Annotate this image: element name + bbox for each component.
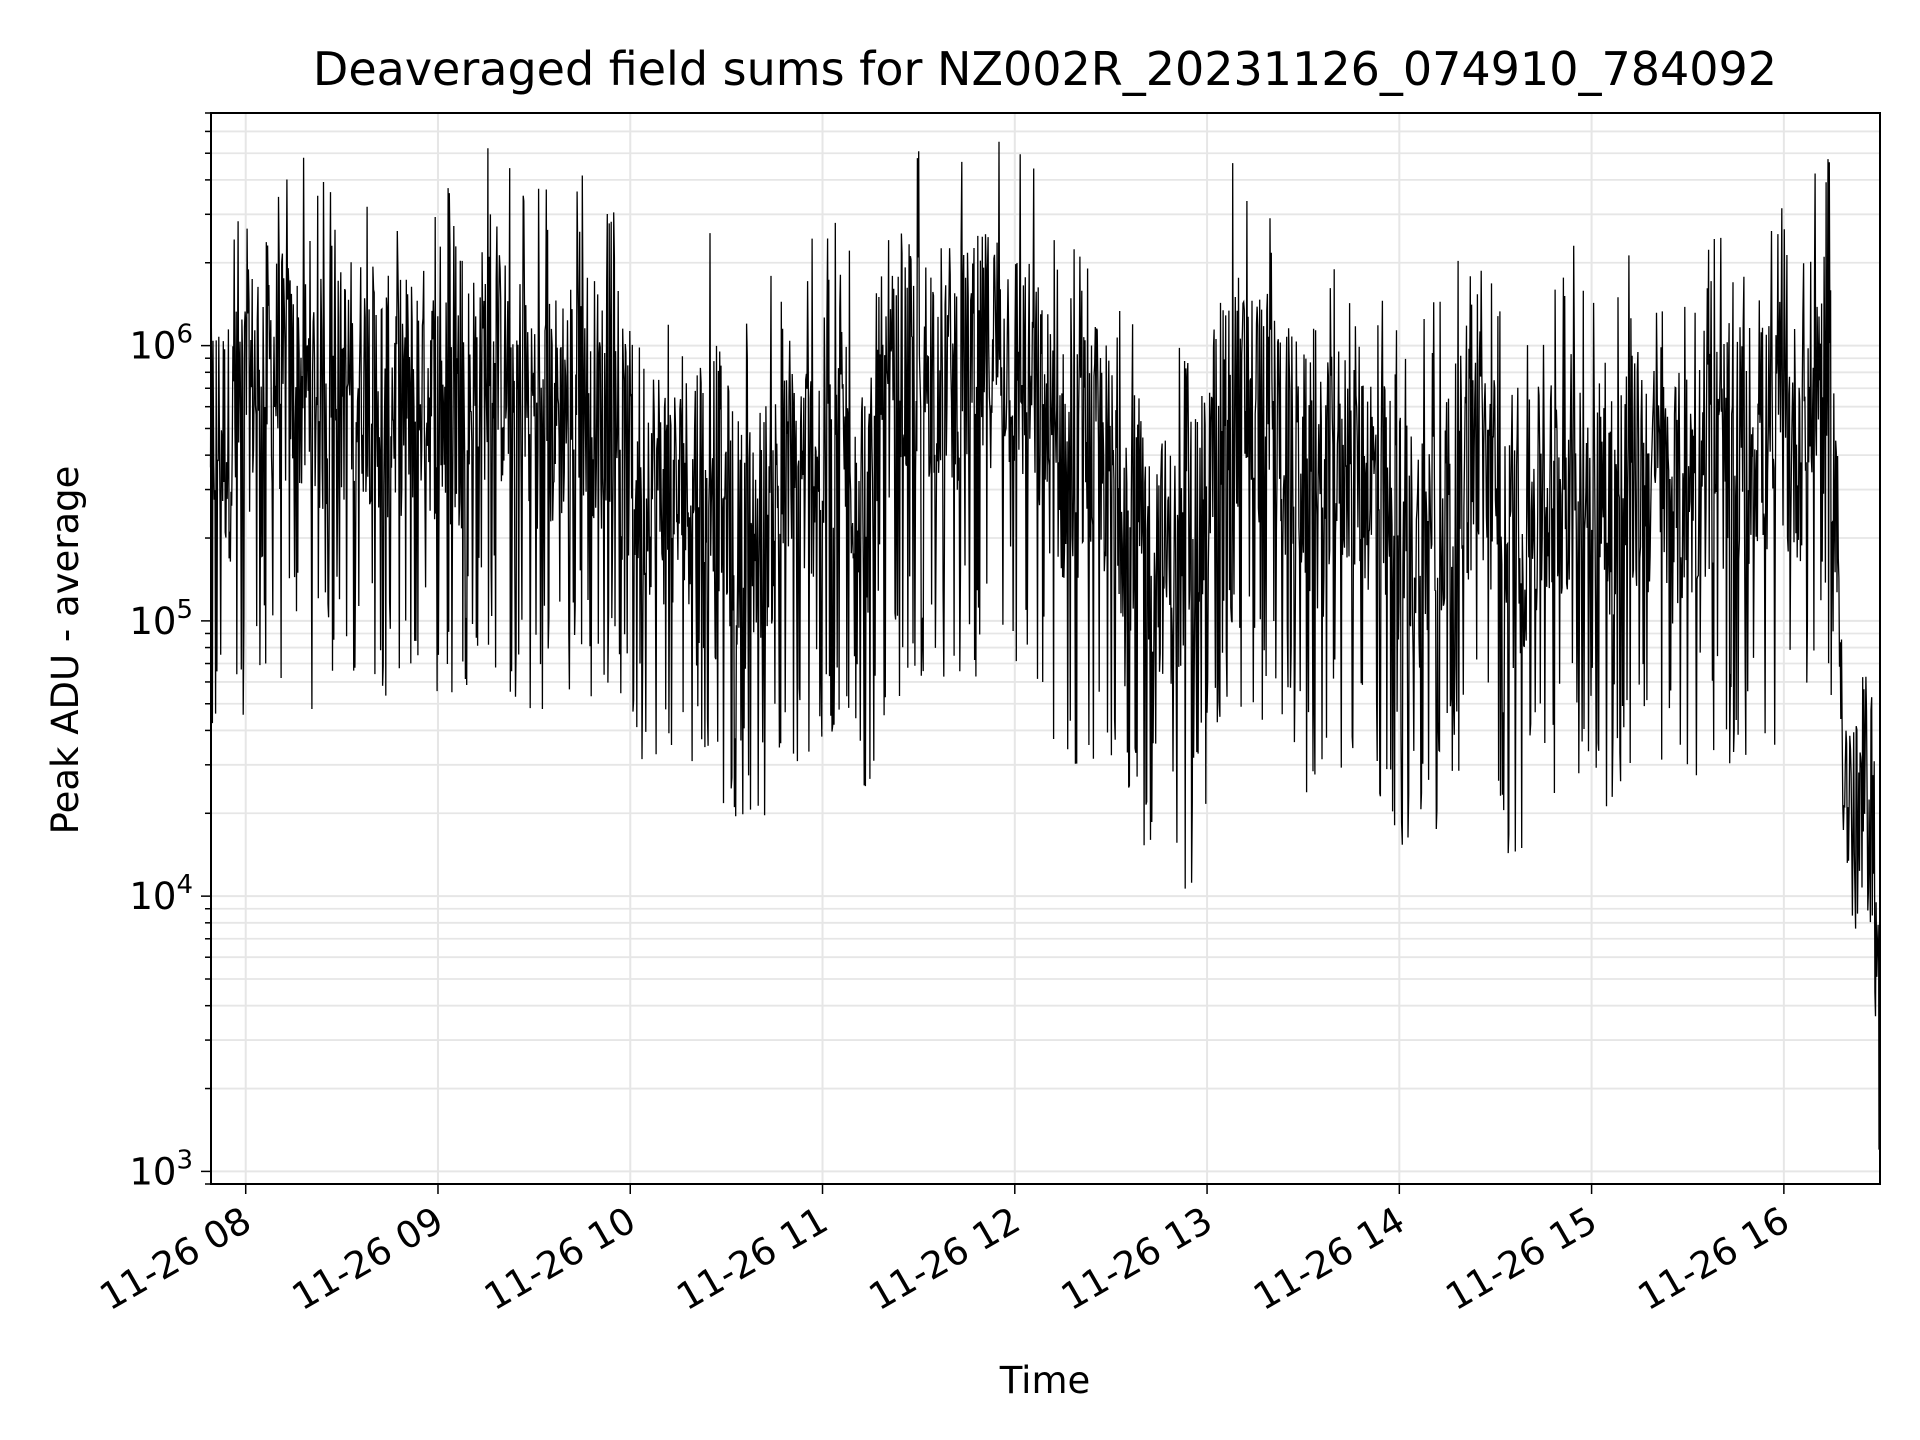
y-tick-base: 10 <box>129 875 176 918</box>
plot-area <box>209 141 1880 1150</box>
x-tick-label: 11-26 15 <box>1439 1199 1605 1319</box>
y-tick-base: 10 <box>129 600 176 643</box>
y-tick-exponent: 5 <box>176 595 193 625</box>
chart-title: Deaveraged field sums for NZ002R_2023112… <box>313 42 1777 96</box>
y-tick-base: 10 <box>129 325 176 368</box>
x-tick-label: 11-26 14 <box>1246 1199 1412 1319</box>
y-tick-label: 103 <box>129 1145 193 1193</box>
x-tick-label: 11-26 09 <box>285 1199 451 1319</box>
y-tick-label: 106 <box>129 320 193 368</box>
y-tick-exponent: 3 <box>176 1145 193 1175</box>
x-tick-label: 11-26 11 <box>669 1199 835 1319</box>
x-tick-label: 11-26 13 <box>1054 1199 1220 1319</box>
y-tick-base: 10 <box>129 1150 176 1193</box>
x-ticks: 11-26 08 11-26 09 11-26 10 11-26 11 11-26 12… <box>93 1184 1797 1319</box>
y-tick-exponent: 4 <box>176 870 193 900</box>
x-tick-label: 11-26 10 <box>477 1199 643 1319</box>
y-tick-label: 105 <box>129 595 193 643</box>
y-tick-exponent: 6 <box>176 320 193 350</box>
series-line <box>209 141 1880 1150</box>
x-tick-label: 11-26 08 <box>93 1199 259 1319</box>
plot-frame <box>210 112 1881 1185</box>
y-axis-label: Peak ADU - average <box>44 466 87 835</box>
x-tick-label: 11-26 12 <box>862 1199 1028 1319</box>
y-tick-label: 104 <box>129 870 193 918</box>
x-axis-label: Time <box>999 1359 1091 1402</box>
x-tick-label: 11-26 16 <box>1631 1199 1797 1319</box>
